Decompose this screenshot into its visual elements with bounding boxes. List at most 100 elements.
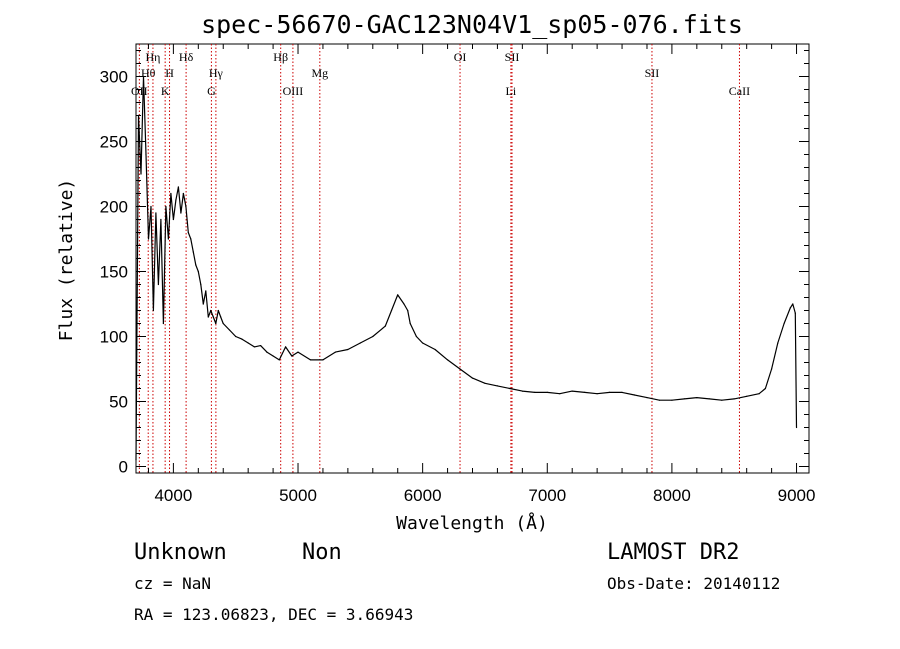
data-point <box>509 387 511 390</box>
data-point <box>135 459 137 461</box>
data-point <box>633 394 636 396</box>
data-point <box>160 218 162 221</box>
data-point <box>145 153 147 156</box>
data-point <box>521 390 523 392</box>
x-tick-label: 5000 <box>279 486 317 505</box>
line-marker-label: Hδ <box>179 50 194 64</box>
data-point <box>172 218 174 221</box>
data-point <box>291 355 293 357</box>
x-tick-label: 9000 <box>778 486 816 505</box>
data-point <box>170 192 172 195</box>
data-point <box>409 322 411 325</box>
data-point <box>177 186 179 188</box>
data-point <box>215 322 217 325</box>
data-point <box>220 316 222 318</box>
data-point <box>217 309 219 312</box>
data-point <box>266 351 268 353</box>
data-point <box>207 316 209 318</box>
data-point <box>372 335 374 338</box>
data-point <box>708 398 710 400</box>
data-point <box>247 342 249 344</box>
line-marker-label: Li <box>506 84 517 98</box>
data-point <box>794 312 796 314</box>
data-point <box>197 270 199 273</box>
data-point <box>571 390 573 392</box>
line-marker-label: H <box>165 66 174 80</box>
data-point <box>205 290 207 292</box>
data-point <box>764 387 766 390</box>
object-class: Unknown <box>134 540 227 565</box>
data-point <box>777 342 779 344</box>
data-point <box>415 335 418 338</box>
axis-ticks: 4000 5000 6000 7000 8000 9000 0 50 100 150 200 250 3… <box>100 44 816 505</box>
data-point <box>434 348 436 351</box>
data-point <box>758 393 760 395</box>
data-point <box>140 173 142 175</box>
x-tick-label: 4000 <box>154 486 192 505</box>
x-tick-label: 8000 <box>653 486 691 505</box>
data-point <box>157 283 160 286</box>
data-point <box>190 238 192 240</box>
data-point <box>284 346 287 348</box>
y-tick-label: 0 <box>119 458 128 477</box>
y-tick-label: 100 <box>100 328 128 347</box>
data-point <box>484 382 486 384</box>
data-point <box>471 377 474 379</box>
plot-frame <box>135 43 810 474</box>
line-marker-label: Hγ <box>209 66 224 80</box>
line-marker-label: K <box>161 84 170 98</box>
data-point <box>175 199 177 201</box>
x-tick-label: 6000 <box>404 486 442 505</box>
data-point <box>202 303 204 305</box>
data-point <box>334 351 337 353</box>
data-point <box>584 391 586 393</box>
data-point <box>228 329 231 331</box>
data-point <box>671 399 673 401</box>
data-point <box>459 368 461 370</box>
data-point <box>210 309 212 312</box>
data-point <box>155 212 157 214</box>
redshift-cz: cz = NaN <box>134 574 211 593</box>
survey-name: LAMOST DR2 <box>607 540 739 565</box>
data-point <box>152 309 155 312</box>
y-axis-label: Flux (relative) <box>56 179 77 342</box>
line-marker-label: Hη <box>145 50 160 64</box>
data-point <box>309 359 312 361</box>
data-point <box>192 251 194 253</box>
line-marker-label: CaII <box>729 84 750 98</box>
data-point <box>546 391 548 393</box>
data-point <box>658 399 661 401</box>
data-point <box>397 294 399 296</box>
chart-title: spec-56670-GAC123N04V1_sp05-076.fits <box>201 10 743 39</box>
x-axis-label: Wavelength (Å) <box>396 512 548 534</box>
y-tick-label: 150 <box>100 263 128 282</box>
data-point <box>696 397 698 399</box>
data-point <box>792 303 794 305</box>
data-point <box>384 325 386 327</box>
series-line <box>135 75 798 461</box>
data-point <box>150 205 152 208</box>
data-point <box>359 342 361 344</box>
data-point <box>608 391 611 393</box>
data-point <box>422 342 424 344</box>
data-point <box>771 368 773 370</box>
data-point <box>187 231 189 234</box>
data-point <box>167 238 170 240</box>
data-point <box>534 391 536 393</box>
line-marker-label: Mg <box>311 66 328 80</box>
data-point <box>446 359 449 361</box>
data-point <box>721 399 723 401</box>
line-marker-label: SII <box>645 66 660 80</box>
line-marker-label: OII <box>131 84 148 98</box>
observation-date: Obs-Date: 20140112 <box>607 574 780 593</box>
data-point <box>322 359 324 361</box>
data-point <box>147 238 150 240</box>
data-point <box>390 309 393 312</box>
data-point <box>407 309 409 312</box>
data-point <box>260 345 262 347</box>
data-point <box>403 303 405 305</box>
y-tick-label: 200 <box>100 198 128 217</box>
data-point <box>272 355 274 357</box>
